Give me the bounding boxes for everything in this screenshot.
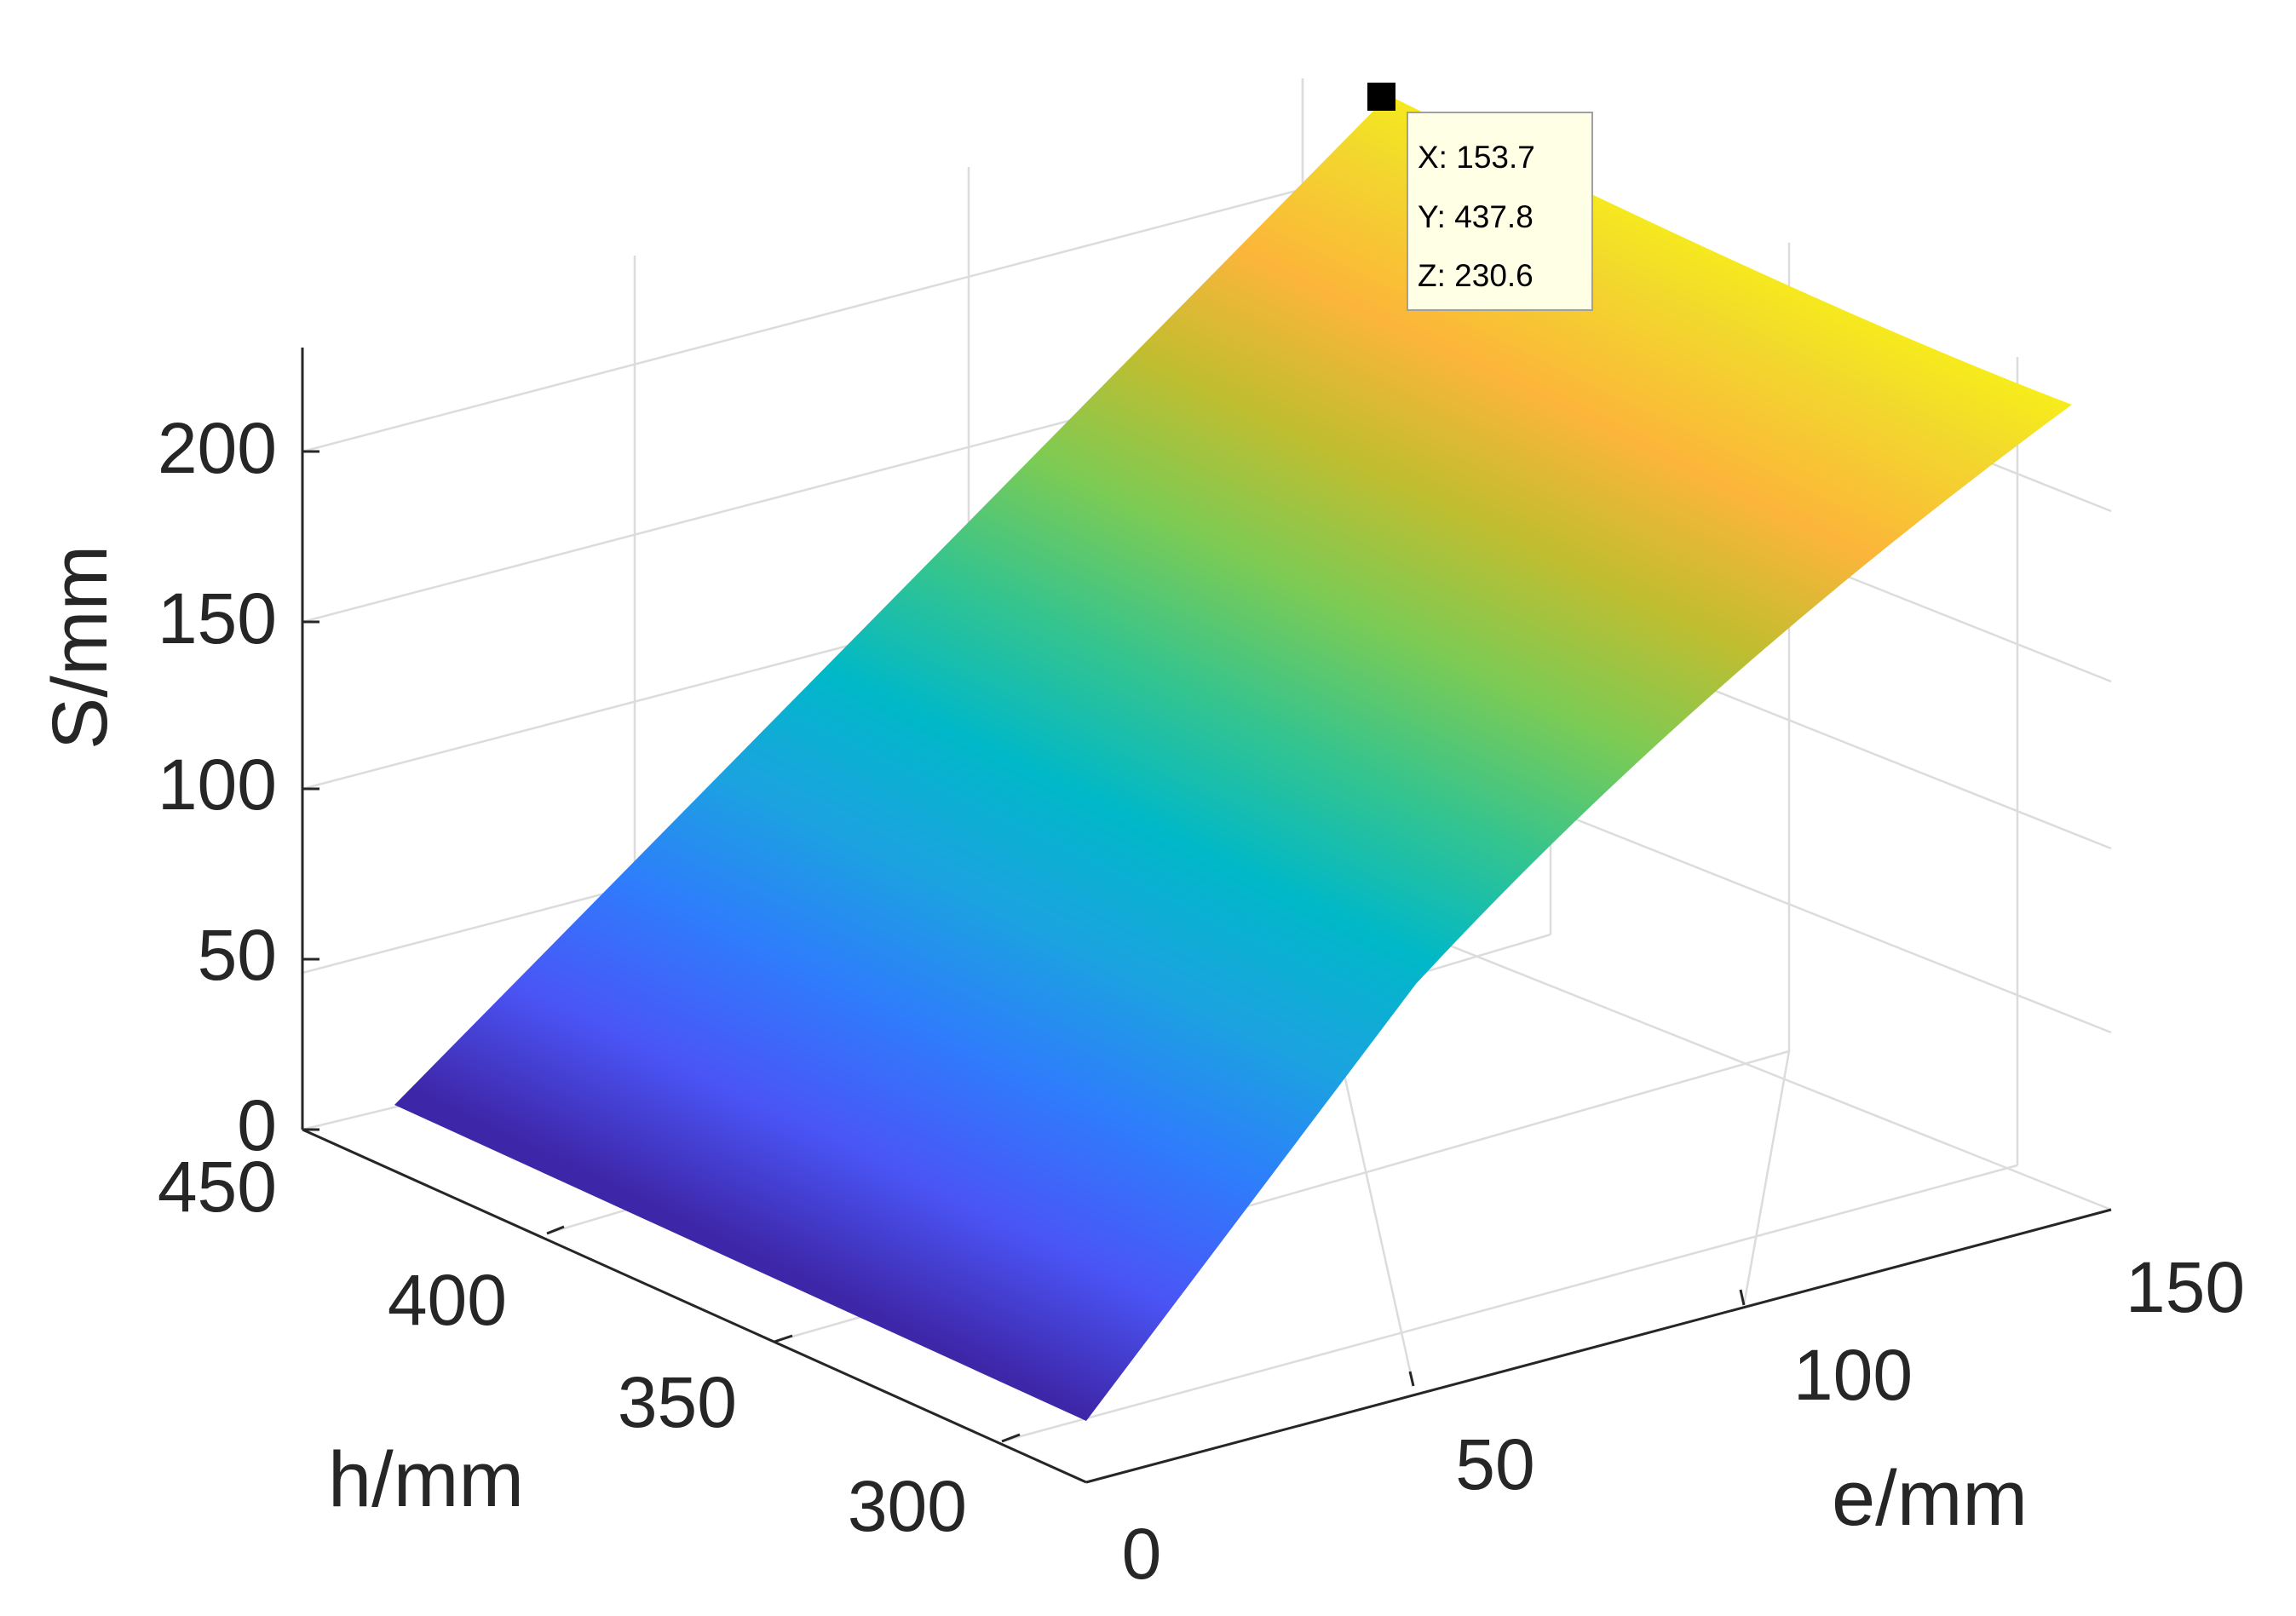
x-tick-label: 150 xyxy=(2126,1247,2245,1327)
y-tick-label: 400 xyxy=(388,1260,507,1340)
y-axis-label: h/mm xyxy=(328,1436,524,1523)
surface-mesh xyxy=(394,95,2072,1421)
z-tick-label: 200 xyxy=(158,408,277,488)
y-tick-label: 300 xyxy=(848,1466,967,1546)
x-tick-label: 0 xyxy=(1122,1514,1162,1594)
x-tick-label: 50 xyxy=(1455,1424,1534,1504)
data-tip-x: X: 153.7 xyxy=(1418,140,1535,175)
x-axis-label: e/mm xyxy=(1832,1455,2028,1542)
z-axis-ticks: 0 50 100 150 200 xyxy=(158,408,277,1165)
z-tick-label: 150 xyxy=(158,578,277,658)
data-tip[interactable]: X: 153.7 Y: 437.8 Z: 230.6 xyxy=(1367,83,1593,311)
z-tick-label: 0 xyxy=(237,1085,277,1165)
axes xyxy=(301,348,2112,1484)
z-axis-label: S/mm xyxy=(37,545,124,750)
z-tick-label: 100 xyxy=(158,745,277,825)
y-axis-ticks: 450 400 350 300 xyxy=(158,1147,967,1546)
z-tick-label: 50 xyxy=(198,915,277,995)
y-tick-label: 450 xyxy=(158,1147,277,1227)
x-tick-label: 100 xyxy=(1793,1335,1913,1415)
y-tick-label: 350 xyxy=(618,1362,737,1442)
tick-marks xyxy=(302,450,1746,1443)
data-tip-marker[interactable] xyxy=(1367,83,1395,111)
data-tip-z: Z: 230.6 xyxy=(1418,258,1534,293)
x-axis-ticks: 0 50 100 150 xyxy=(1122,1247,2245,1594)
data-tip-y: Y: 437.8 xyxy=(1418,199,1534,234)
data-tip-box xyxy=(1407,112,1593,311)
